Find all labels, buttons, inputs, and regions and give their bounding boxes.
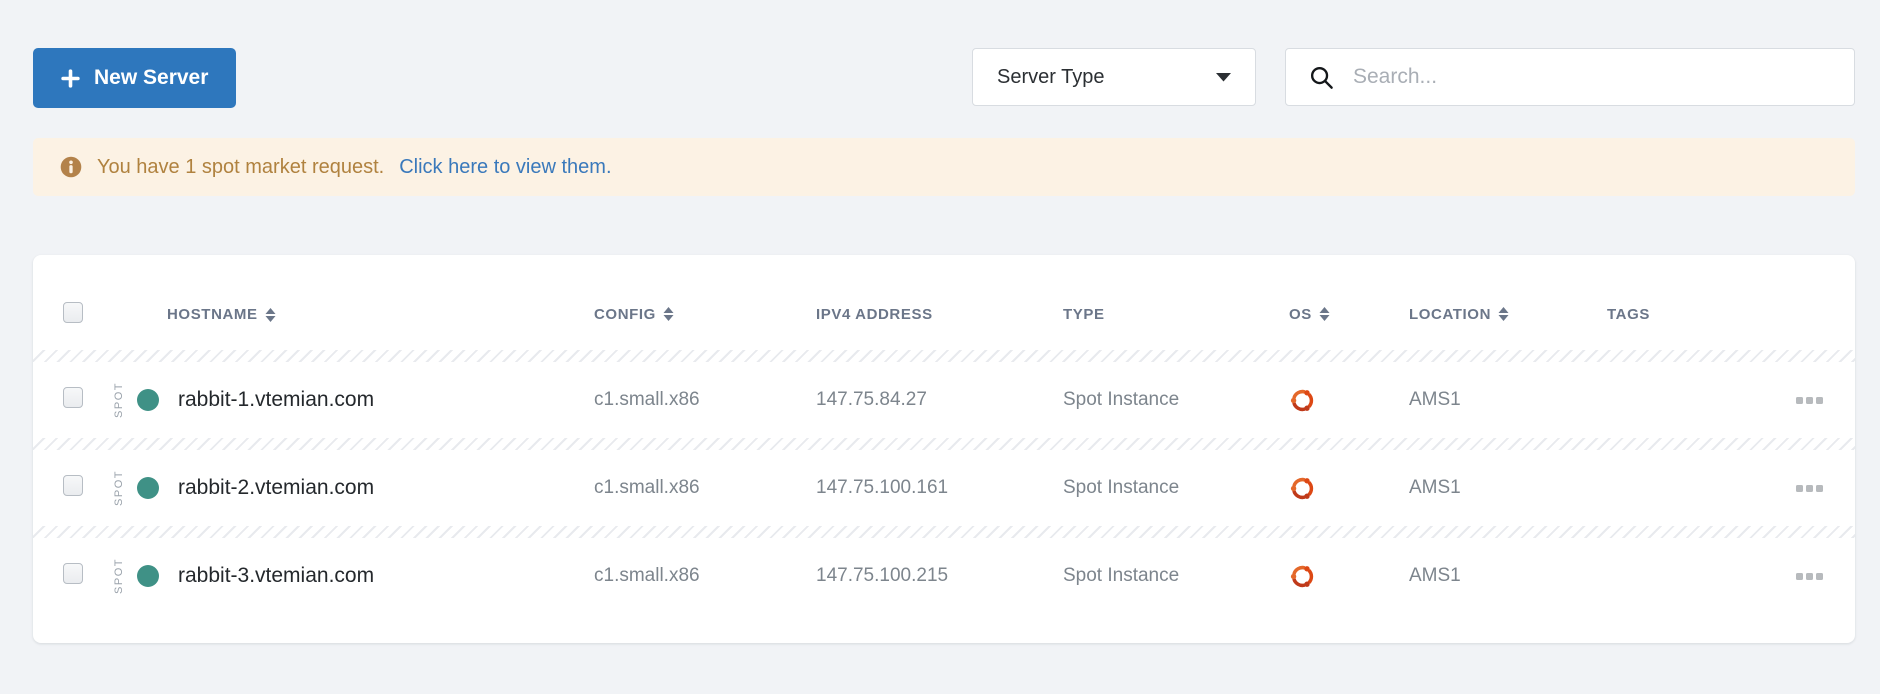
spot-badge: SPOT [113,382,125,418]
os-cell [1289,563,1409,590]
plus-icon [61,68,80,88]
column-header-tags: TAGS [1607,306,1650,323]
search-icon [1310,66,1333,89]
table-row: SPOT rabbit-1.vtemian.com c1.small.x86 1… [33,362,1855,438]
row-checkbox[interactable] [63,562,83,584]
column-header-os[interactable]: OS [1289,306,1330,323]
column-header-type: TYPE [1063,306,1105,323]
select-all-checkbox[interactable] [63,301,83,323]
banner-message: You have 1 spot market request. [97,155,385,178]
ipv4-cell: 147.75.100.215 [816,565,949,586]
status-dot [137,564,159,587]
location-cell: AMS1 [1409,389,1461,410]
table-row: SPOT rabbit-2.vtemian.com c1.small.x86 1… [33,450,1855,526]
column-label: TAGS [1607,305,1650,323]
column-label: CONFIG [594,305,656,323]
column-label: LOCATION [1409,305,1492,323]
hostname-link[interactable]: rabbit-2.vtemian.com [178,475,375,499]
search-box [1285,48,1855,106]
row-actions-button[interactable] [1794,391,1825,410]
column-label: TYPE [1063,305,1105,323]
ipv4-cell: 147.75.100.161 [816,477,949,498]
column-label: HOSTNAME [167,306,258,323]
row-checkbox[interactable] [63,386,83,408]
row-divider [33,350,1855,362]
search-input[interactable] [1351,64,1832,90]
config-cell: c1.small.x86 [594,389,700,410]
sort-icon [1498,307,1509,321]
server-type-dropdown[interactable]: Server Type [972,48,1256,106]
hostname-link[interactable]: rabbit-1.vtemian.com [178,387,375,411]
row-divider [33,526,1855,538]
type-cell: Spot Instance [1063,565,1180,586]
os-cell [1289,475,1409,502]
spot-badge: SPOT [113,470,125,506]
row-actions-button[interactable] [1794,479,1825,498]
status-dot [137,476,159,499]
column-label: OS [1289,305,1312,323]
spot-market-banner: You have 1 spot market request. Click he… [33,138,1855,196]
spot-badge: SPOT [113,558,125,594]
sort-icon [265,307,276,322]
status-dot [137,388,159,411]
info-icon [60,156,82,178]
server-type-label: Server Type [997,65,1105,88]
column-label: IPV4 ADDRESS [816,305,933,323]
banner-view-link[interactable]: Click here to view them. [399,155,612,178]
config-cell: c1.small.x86 [594,565,700,586]
column-header-location[interactable]: LOCATION [1409,306,1509,323]
config-cell: c1.small.x86 [594,477,700,498]
column-header-hostname[interactable]: HOSTNAME [167,306,276,323]
row-divider [33,438,1855,450]
chevron-down-icon [1216,72,1231,82]
table-header-row: HOSTNAME CONFIG IPV4 ADDRESS TYPE OS [33,255,1855,350]
servers-table: HOSTNAME CONFIG IPV4 ADDRESS TYPE OS [33,255,1855,643]
new-server-button[interactable]: New Server [33,48,237,108]
ubuntu-os-icon [1290,477,1314,499]
column-header-config[interactable]: CONFIG [594,306,674,323]
column-header-ipv4: IPV4 ADDRESS [816,306,933,323]
ubuntu-os-icon [1290,389,1314,411]
row-checkbox[interactable] [63,474,83,496]
sort-icon [1319,307,1330,321]
row-actions-button[interactable] [1794,567,1825,586]
location-cell: AMS1 [1409,477,1461,498]
ubuntu-os-icon [1290,565,1314,587]
table-row: SPOT rabbit-3.vtemian.com c1.small.x86 1… [33,538,1855,614]
os-cell [1289,387,1409,414]
hostname-link[interactable]: rabbit-3.vtemian.com [178,563,375,587]
location-cell: AMS1 [1409,565,1461,586]
new-server-label: New Server [94,66,209,89]
type-cell: Spot Instance [1063,477,1180,498]
ipv4-cell: 147.75.84.27 [816,389,927,410]
sort-icon [663,307,674,321]
type-cell: Spot Instance [1063,389,1180,410]
